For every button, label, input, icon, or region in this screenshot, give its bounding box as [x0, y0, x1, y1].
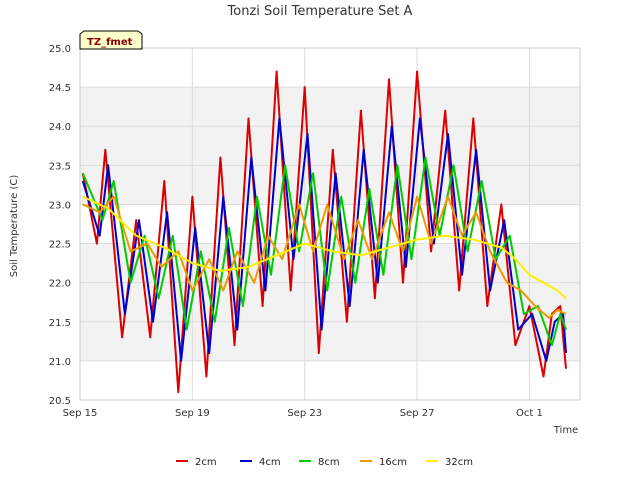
y-tick-label: 23.5 — [49, 161, 71, 172]
legend-label: 2cm — [195, 457, 217, 468]
legend-label: 4cm — [259, 457, 281, 468]
legend-item-2cm: 2cm — [176, 457, 217, 468]
x-tick-label: Sep 19 — [175, 408, 210, 419]
tag-box — [79, 30, 143, 50]
y-tick-label: 22.5 — [49, 240, 71, 251]
x-tick-label: Sep 23 — [287, 408, 322, 419]
legend-item-32cm: 32cm — [426, 457, 473, 468]
plot-band — [80, 126, 580, 166]
y-tick-label: 22.0 — [49, 279, 71, 290]
series-line-2cm — [81, 70, 567, 394]
chart-title: Tonzi Soil Temperature Set A — [227, 4, 413, 19]
x-tick-label: Oct 1 — [516, 408, 543, 419]
y-tick-label: 25.0 — [49, 44, 71, 55]
plot-band — [80, 321, 580, 361]
y-tick-label: 21.5 — [49, 318, 71, 329]
legend-item-8cm: 8cm — [299, 457, 340, 468]
y-tick-label: 23.0 — [49, 200, 71, 211]
legend-label: 32cm — [445, 457, 473, 468]
x-tick-label: Sep 27 — [400, 408, 435, 419]
plot-band — [80, 282, 580, 322]
x-tick-labels: Sep 15 Sep 19 Sep 23 Sep 27 Oct 1 — [63, 408, 543, 419]
tag-label: TZ_fmet — [87, 37, 133, 48]
plot-band — [80, 87, 580, 127]
series-line-16cm — [82, 195, 567, 319]
plot-frame — [79, 47, 581, 401]
y-tick-label: 24.5 — [49, 83, 71, 94]
legend-item-4cm: 4cm — [240, 457, 281, 468]
series-line-32cm — [82, 195, 567, 300]
legend-label: 8cm — [318, 457, 340, 468]
plot-band — [80, 48, 580, 88]
y-tick-label: 24.0 — [49, 122, 71, 133]
tz-fmet-tag: TZ_fmet — [79, 30, 143, 50]
legend-label: 16cm — [379, 457, 407, 468]
y-tick-labels: 20.5 21.0 21.5 22.0 22.5 23.0 23.5 24.0 24.5 25.0 — [49, 44, 71, 407]
y-tick-label: 20.5 — [49, 396, 71, 407]
y-axis-label: Soil Temperature (C) — [9, 175, 20, 278]
x-tick-label: Sep 15 — [63, 408, 98, 419]
plot-band — [80, 360, 580, 400]
legend-item-16cm: 16cm — [360, 457, 407, 468]
legend: 2cm 4cm 8cm 16cm 32cm — [176, 457, 473, 468]
y-tick-label: 21.0 — [49, 357, 71, 368]
series-line-4cm — [81, 117, 567, 362]
x-axis-label: Time — [553, 425, 578, 436]
series-lines — [81, 70, 567, 394]
series-line-8cm — [81, 156, 567, 347]
